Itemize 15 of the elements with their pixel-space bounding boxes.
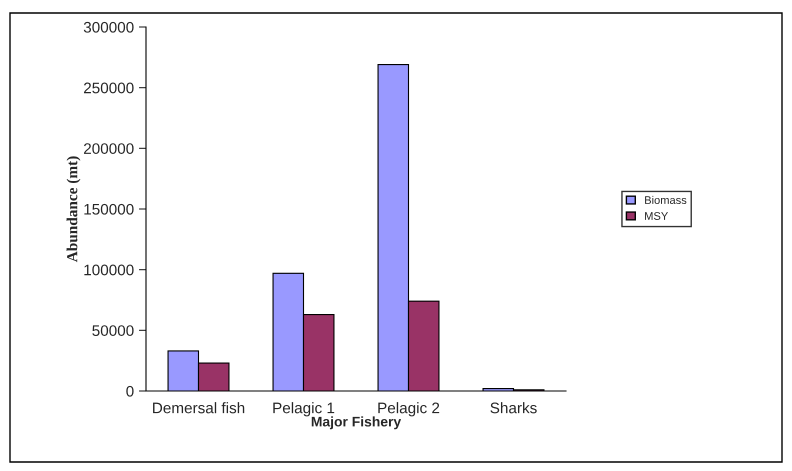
y-tick-label: 200000 (84, 143, 134, 154)
y-tick-label: 100000 (84, 264, 134, 276)
x-tick-label: Demersal fish (153, 402, 244, 414)
legend-label: MSY (645, 212, 668, 220)
x-tick-label: Pelagic 1 (273, 402, 334, 416)
y-tick-label: 300000 (84, 22, 134, 33)
x-tick-label: Sharks (490, 402, 537, 414)
y-axis-title: Abundance (mt) (66, 156, 80, 262)
y-tick-label: 250000 (84, 82, 134, 94)
y-tick-label: 150000 (84, 204, 134, 215)
x-tick-label: Pelagic 2 (378, 402, 440, 416)
y-tick-label: 0 (126, 386, 134, 397)
x-axis-title: Major Fishery (312, 416, 402, 430)
legend-label: Biomass (645, 196, 686, 204)
y-tick-label: 50000 (92, 325, 134, 336)
